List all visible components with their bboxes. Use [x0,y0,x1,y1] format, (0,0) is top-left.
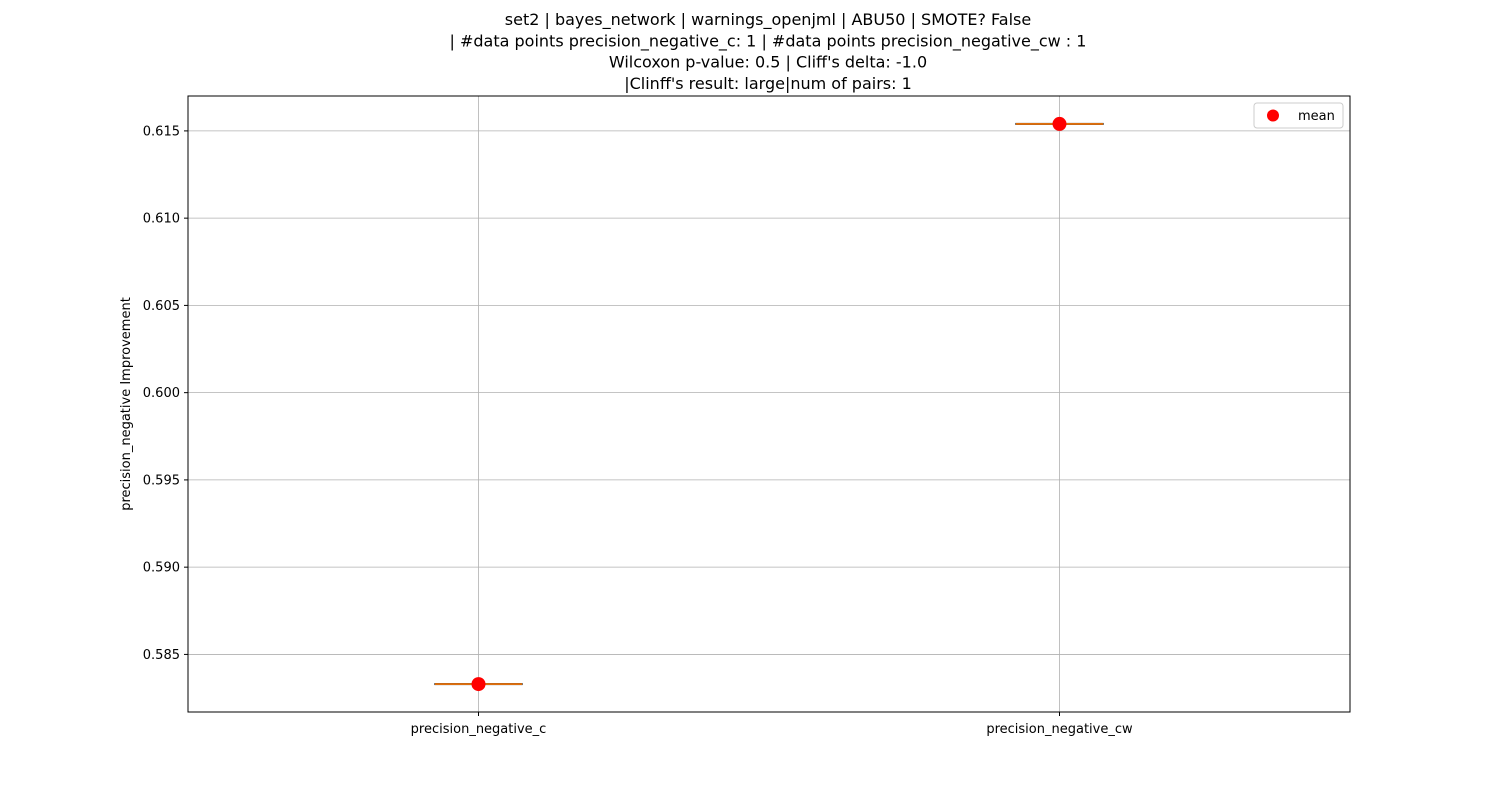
y-axis: 0.585 0.590 0.595 0.600 0.605 0.610 0.615 [143,124,188,663]
x-tick-label: precision_negative_cw [986,722,1133,737]
y-tick-label: 0.605 [143,299,180,314]
y-tick-label: 0.600 [143,386,180,401]
y-tick-label: 0.585 [143,648,180,663]
plot-frame [187,95,1351,713]
grid [188,96,1350,712]
y-axis-label: precision_negative Improvement [119,297,134,511]
chart-title-line: set2 | bayes_network | warnings_openjml … [505,10,1031,30]
legend: mean [1253,102,1344,129]
chart-title-line: |Clinff's result: large|num of pairs: 1 [624,74,912,93]
plot-marks [434,116,1104,692]
mean-marker [1052,116,1067,131]
y-tick-label: 0.595 [143,473,180,488]
legend-label: mean [1298,109,1335,124]
legend-box [1253,102,1344,129]
y-tick-label: 0.590 [143,561,180,576]
mean-marker [471,677,486,692]
y-tick-label: 0.610 [143,212,180,227]
x-tick-label: precision_negative_c [411,722,547,737]
chart-title-line: | #data points precision_negative_c: 1 |… [450,31,1087,51]
y-tick-label: 0.615 [143,124,180,139]
chart-title: set2 | bayes_network | warnings_openjml … [450,10,1087,93]
legend-mean-marker [1267,109,1279,122]
chart-title-line: Wilcoxon p-value: 0.5 | Cliff's delta: -… [609,53,927,72]
x-axis: precision_negative_c precision_negative_c… [411,712,1133,737]
